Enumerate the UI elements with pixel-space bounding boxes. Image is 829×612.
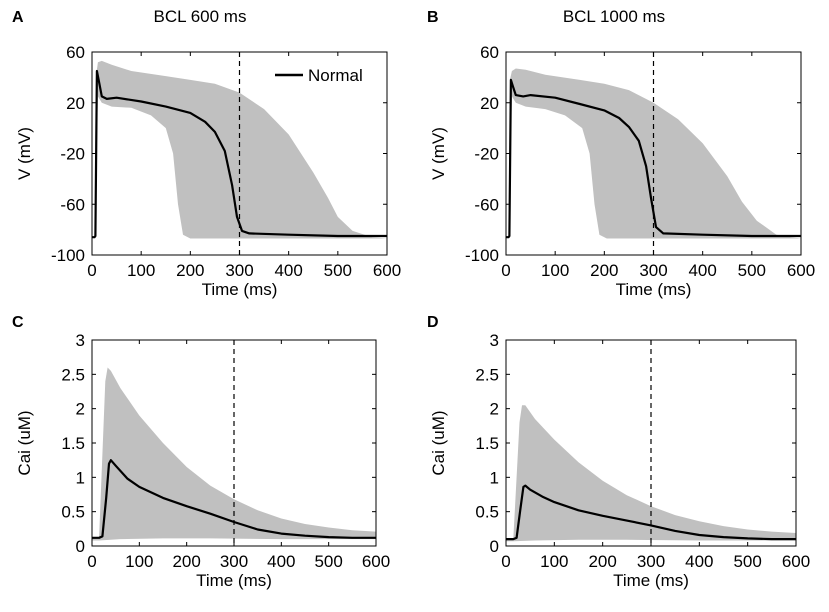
y-tick-label: 0 [76, 537, 85, 556]
x-tick-label: 500 [733, 552, 761, 571]
y-tick-label: -20 [474, 145, 499, 164]
x-tick-label: 100 [127, 261, 155, 280]
x-tick-label: 0 [501, 261, 510, 280]
y-tick-label: 1 [76, 468, 85, 487]
y-tick-label: 60 [66, 43, 85, 62]
y-tick-label: -60 [60, 195, 85, 214]
y-axis-label: V (mV) [429, 127, 448, 180]
y-tick-label: 0.5 [61, 503, 85, 522]
y-tick-label: 60 [480, 43, 499, 62]
panel-title: BCL 600 ms [154, 7, 247, 26]
normal-trace [506, 78, 801, 239]
x-tick-label: 0 [87, 261, 96, 280]
x-tick-label: 500 [324, 261, 352, 280]
population-band [92, 60, 387, 239]
y-axis-label: V (mV) [15, 127, 34, 180]
x-tick-label: 200 [172, 552, 200, 571]
y-tick-label: 0 [490, 537, 499, 556]
x-axis-label: Time (ms) [613, 571, 689, 590]
panel-letter: B [427, 9, 439, 26]
y-tick-label: -100 [465, 246, 499, 265]
x-tick-label: 300 [225, 261, 253, 280]
x-tick-label: 600 [362, 552, 390, 571]
x-tick-label: 400 [267, 552, 295, 571]
x-axis-label: Time (ms) [616, 280, 692, 299]
plot-area [92, 60, 387, 239]
y-tick-label: 0.5 [475, 503, 499, 522]
y-tick-label: 20 [480, 94, 499, 113]
y-tick-label: -20 [60, 145, 85, 164]
y-tick-label: 2 [76, 400, 85, 419]
x-tick-label: 200 [176, 261, 204, 280]
y-tick-label: 2 [490, 400, 499, 419]
x-tick-label: 300 [637, 552, 665, 571]
x-tick-label: 600 [787, 261, 815, 280]
panel-title: BCL 1000 ms [563, 7, 665, 26]
legend: Normal [275, 66, 363, 85]
panel-letter: D [427, 314, 439, 331]
x-tick-label: 100 [540, 552, 568, 571]
x-tick-label: 600 [782, 552, 810, 571]
x-tick-label: 500 [738, 261, 766, 280]
x-axis-label: Time (ms) [202, 280, 278, 299]
x-tick-label: 500 [314, 552, 342, 571]
y-tick-label: 2.5 [475, 365, 499, 384]
panel-letter: A [12, 9, 24, 26]
panel-b: B BCL 1000 ms 0 100 200 300 400 500 600 -100 -60 -2… [427, 7, 815, 299]
y-tick-label: 1.5 [475, 434, 499, 453]
x-tick-label: 400 [274, 261, 302, 280]
x-tick-label: 0 [87, 552, 96, 571]
y-tick-label: 1 [490, 468, 499, 487]
x-tick-label: 100 [541, 261, 569, 280]
normal-trace [92, 69, 387, 239]
x-tick-label: 300 [220, 552, 248, 571]
y-tick-label: -100 [51, 246, 85, 265]
y-tick-label: 3 [490, 331, 499, 350]
y-tick-label: 2.5 [61, 365, 85, 384]
legend-label-normal: Normal [308, 66, 363, 85]
x-tick-label: 600 [373, 261, 401, 280]
population-band [506, 405, 796, 542]
normal-trace [92, 459, 376, 539]
x-tick-label: 300 [639, 261, 667, 280]
y-tick-label: 1.5 [61, 434, 85, 453]
x-axis-label: Time (ms) [196, 571, 272, 590]
plot-area [92, 367, 376, 541]
panel-d: D 0 100 200 300 400 500 600 0 0.5 1 1.5 2 2.5 3 Time (m… [427, 314, 810, 590]
x-tick-label: 200 [588, 552, 616, 571]
y-tick-label: -60 [474, 195, 499, 214]
y-tick-label: 20 [66, 94, 85, 113]
panel-c: C 0 100 200 300 400 500 600 0 0.5 1 1.5 2 2.5 3 Time (m… [12, 314, 390, 590]
normal-trace [506, 484, 796, 541]
x-tick-label: 100 [125, 552, 153, 571]
plot-area [506, 405, 796, 542]
x-tick-label: 0 [501, 552, 510, 571]
x-tick-label: 400 [685, 552, 713, 571]
panel-a: A BCL 600 ms 0 100 200 300 400 500 600 -100 -60 -20… [12, 7, 401, 299]
y-axis-label: Cai (uM) [15, 410, 34, 475]
y-tick-label: 3 [76, 331, 85, 350]
panel-letter: C [12, 314, 24, 331]
y-axis-label: Cai (uM) [429, 410, 448, 475]
x-tick-label: 200 [590, 261, 618, 280]
x-tick-label: 400 [688, 261, 716, 280]
